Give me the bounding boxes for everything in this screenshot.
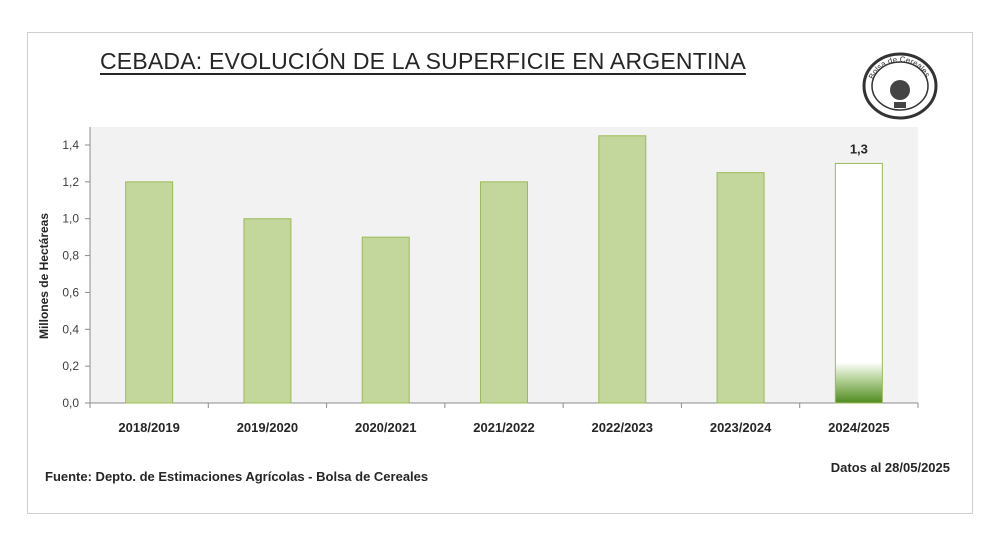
y-tick-label: 0,6 <box>62 285 79 299</box>
y-tick-label: 0,2 <box>62 359 79 373</box>
y-tick-label: 1,0 <box>62 212 79 226</box>
bolsa-de-cereales-logo: Bolsa de Cereales <box>862 52 938 120</box>
bar-2023-2024 <box>716 172 765 404</box>
y-tick-label: 0,8 <box>62 249 79 263</box>
y-tick-label: 0,0 <box>62 396 79 410</box>
y-tick-label: 1,2 <box>62 175 79 189</box>
bar-2022-2023 <box>598 135 647 404</box>
bar-2020-2021 <box>361 236 410 404</box>
x-tick-label: 2023/2024 <box>710 420 772 435</box>
bar-2021-2022 <box>480 181 528 404</box>
bar-2019-2020 <box>243 218 292 404</box>
bar-2024-2025 <box>834 162 883 404</box>
y-tick-label: 0,4 <box>62 322 79 336</box>
date-note: Datos al 28/05/2025 <box>830 460 950 475</box>
x-tick-label: 2020/2021 <box>355 420 416 435</box>
x-tick-label: 2022/2023 <box>592 420 653 435</box>
bar-2018-2019 <box>125 181 174 404</box>
x-tick-label: 2024/2025 <box>828 420 889 435</box>
data-label: 1,3 <box>850 141 868 156</box>
x-tick-label: 2021/2022 <box>473 420 534 435</box>
x-tick-label: 2019/2020 <box>237 420 298 435</box>
chart-title: CEBADA: EVOLUCIÓN DE LA SUPERFICIE EN AR… <box>100 48 746 74</box>
x-tick-label: 2018/2019 <box>118 420 179 435</box>
source-note: Fuente: Depto. de Estimaciones Agrícolas… <box>45 469 429 484</box>
y-tick-label: 1,4 <box>62 138 79 152</box>
